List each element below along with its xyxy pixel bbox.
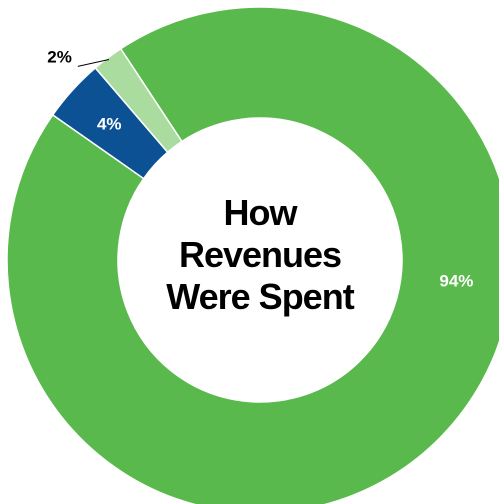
slice-label-1: 94% bbox=[439, 272, 473, 291]
chart-title: How Revenues Were Spent bbox=[145, 192, 375, 318]
chart-title-line-3: Were Spent bbox=[166, 276, 354, 317]
chart-title-line-2: Revenues bbox=[178, 234, 342, 275]
donut-slice-1 bbox=[6, 6, 499, 504]
labels-group: 94% 4% 2% bbox=[47, 47, 473, 290]
slice-leader-line-3 bbox=[77, 59, 110, 67]
slice-label-2: 4% bbox=[97, 114, 122, 133]
slice-label-3: 2% bbox=[47, 47, 72, 66]
chart-title-line-1: How bbox=[223, 192, 298, 233]
